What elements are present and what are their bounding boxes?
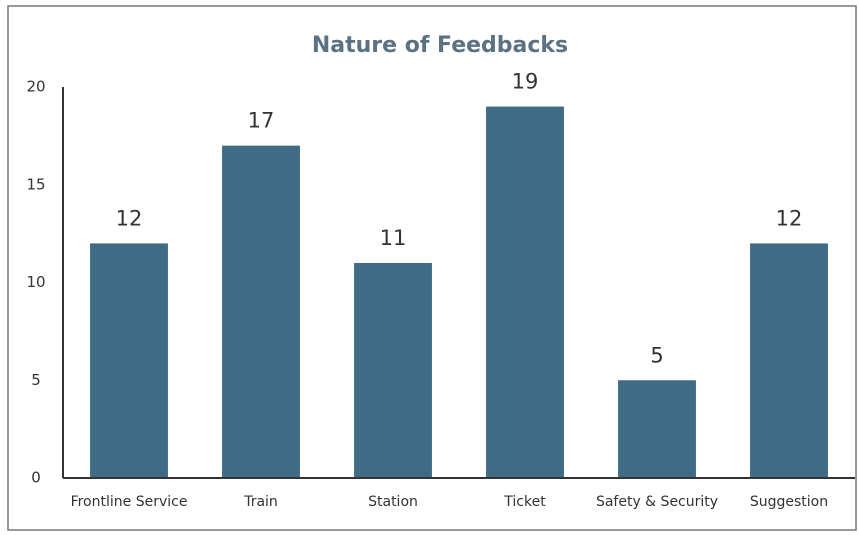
y-tick-label: 5 — [31, 371, 41, 389]
data-label: 12 — [776, 206, 803, 230]
x-tick-label: Ticket — [503, 494, 546, 510]
x-tick-label: Suggestion — [750, 494, 828, 510]
bar — [750, 243, 828, 478]
y-tick-label: 0 — [31, 469, 41, 487]
x-tick-label: Station — [368, 494, 418, 510]
y-tick-label: 10 — [26, 273, 45, 291]
data-label: 12 — [116, 206, 143, 230]
x-tick-label: Train — [243, 494, 278, 510]
bar — [618, 380, 696, 478]
data-label: 11 — [380, 226, 407, 250]
frame — [7, 5, 857, 531]
y-tick-label: 15 — [26, 175, 45, 193]
data-label: 19 — [512, 70, 539, 94]
bar — [486, 106, 564, 479]
x-tick-label: Frontline Service — [71, 494, 188, 510]
x-tick-label: Safety & Security — [596, 494, 718, 510]
data-label: 5 — [650, 343, 663, 367]
chart-title: Nature of Feedbacks — [312, 33, 568, 58]
bar — [90, 243, 168, 478]
data-label: 17 — [248, 109, 275, 133]
y-tick-label: 20 — [26, 78, 45, 96]
bar — [354, 262, 432, 478]
bar — [222, 145, 300, 478]
